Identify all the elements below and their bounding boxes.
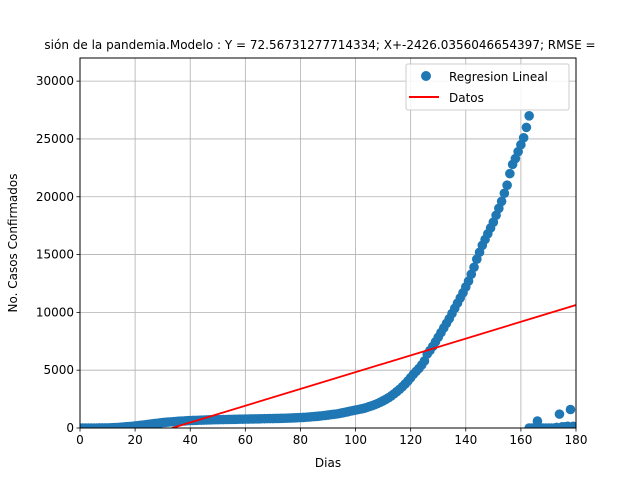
scatter-point (469, 262, 479, 273)
y-tick-label: 0 (66, 421, 74, 435)
scatter-point (554, 409, 565, 419)
scatter-point (521, 122, 532, 133)
y-tick-label: 30000 (36, 74, 74, 88)
y-tick-label: 10000 (36, 305, 74, 319)
y-tick-label: 15000 (36, 248, 74, 262)
scatter-point (518, 132, 529, 143)
x-tick-label: 80 (293, 433, 308, 447)
x-tick-label: 140 (454, 433, 477, 447)
plot-area (79, 57, 577, 429)
x-tick-label: 40 (183, 433, 198, 447)
legend-box (405, 63, 570, 111)
legend-label-datos: Datos (449, 91, 484, 105)
scatter-point (499, 188, 510, 199)
x-tick-label: 60 (238, 433, 253, 447)
scatter-point (568, 421, 576, 428)
regression-line (171, 304, 576, 428)
legend-marker-regresion-lineal (421, 71, 431, 81)
y-axis: 0 5000 10000 15000 20000 25000 30000 (36, 74, 80, 435)
plot-background (80, 58, 576, 428)
chart-title: sión de la pandemia.Modelo : Y = 72.5673… (44, 38, 595, 52)
x-axis: 0 20 40 60 80 100 120 140 160 180 (76, 428, 587, 447)
scatter-point (524, 111, 534, 121)
x-tick-label: 180 (565, 433, 588, 447)
y-tick-label: 25000 (36, 132, 74, 146)
y-tick-label: 20000 (36, 190, 74, 204)
x-tick-label: 120 (399, 433, 422, 447)
legend: Regresion Lineal Datos (405, 63, 570, 111)
plot-frame (79, 57, 577, 429)
chart-marks (80, 111, 576, 428)
scatter-point (505, 168, 515, 179)
legend-label-regresion-lineal: Regresion Lineal (449, 70, 548, 84)
scatter-point (496, 196, 507, 207)
y-axis-label: No. Casos Confirmados (6, 174, 20, 313)
x-tick-label: 160 (509, 433, 532, 447)
x-axis-label: Dias (315, 456, 341, 470)
x-tick-label: 100 (344, 433, 367, 447)
x-tick-label: 20 (127, 433, 142, 447)
scatter-point (502, 180, 512, 190)
y-tick-label: 5000 (43, 363, 74, 377)
x-tick-label: 0 (76, 433, 84, 447)
scatter-point (565, 404, 576, 415)
